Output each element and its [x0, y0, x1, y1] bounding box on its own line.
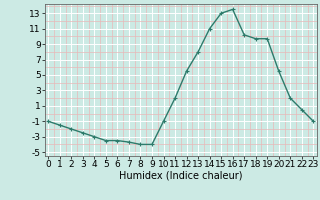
X-axis label: Humidex (Indice chaleur): Humidex (Indice chaleur) — [119, 171, 243, 181]
